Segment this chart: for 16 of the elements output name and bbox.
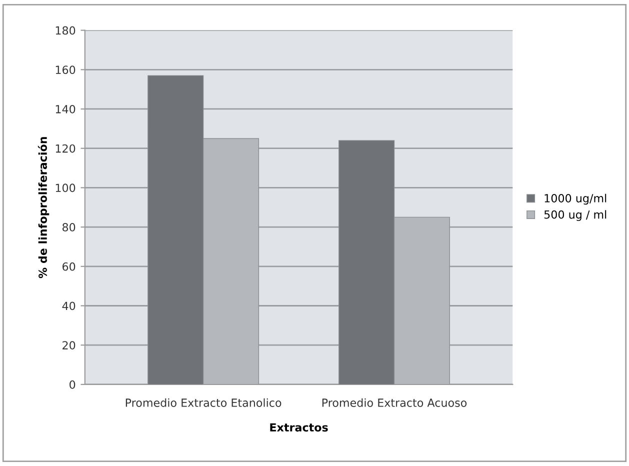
y-tick-label: 140 bbox=[56, 104, 76, 114]
y-tick-label: 180 bbox=[56, 26, 76, 35]
y-tick-label: 160 bbox=[56, 66, 76, 74]
y-tick-label: 0 bbox=[70, 380, 76, 389]
legend-label: 500 ug / ml bbox=[544, 210, 606, 221]
y-tick-label: 40 bbox=[62, 302, 76, 310]
y-tick-label: 120 bbox=[56, 144, 76, 153]
y-tick-label: 20 bbox=[62, 341, 76, 350]
y-tick-label: 100 bbox=[56, 184, 76, 192]
y-tick-label: 60 bbox=[62, 262, 76, 271]
y-tick-label: 80 bbox=[62, 223, 76, 232]
legend-label: 1000 ug/ml bbox=[544, 194, 606, 205]
x-tick-label: Promedio Extracto Acuoso bbox=[322, 398, 467, 407]
y-axis-title: % de linfoproliferación bbox=[38, 137, 50, 278]
x-tick-label: Promedio Extracto Etanolico bbox=[126, 398, 282, 407]
x-axis-title: Extractos bbox=[270, 423, 328, 432]
